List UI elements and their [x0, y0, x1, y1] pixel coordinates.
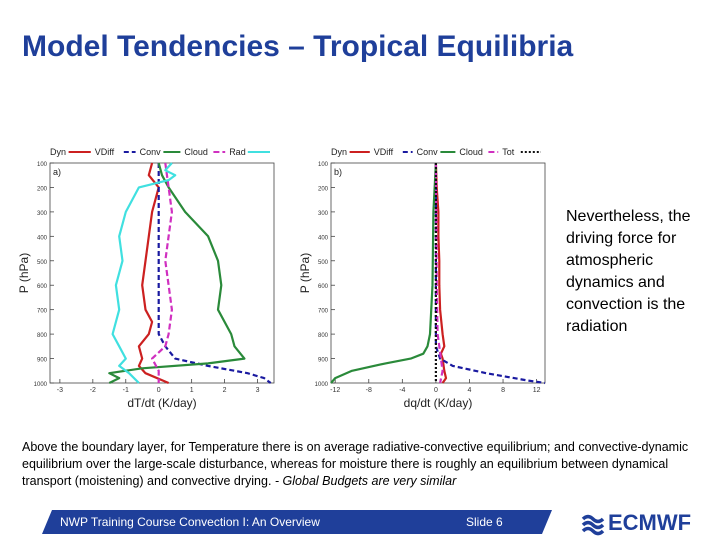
series-line-rad [111, 162, 177, 384]
x-tick-label: -2 [90, 387, 96, 394]
legend-label: VDiff [95, 147, 115, 157]
plot-frame [49, 162, 275, 384]
ecmwf-logo: ECMWF [580, 508, 710, 536]
footer-bar: NWP Training Course Convection I: An Ove… [42, 510, 552, 534]
y-tick-label: 100 [37, 162, 48, 168]
series-line-conv [330, 162, 437, 384]
legend-label: Conv [140, 147, 162, 157]
series-line-conv [108, 162, 246, 384]
series-line-cloud [151, 162, 173, 383]
legend-label: Dyn [50, 147, 66, 157]
footer-slide-number: Slide 6 [466, 515, 503, 529]
y-tick-label: 400 [37, 235, 48, 241]
legend-label: Conv [417, 147, 439, 157]
series-line-dyn [434, 162, 448, 384]
legend-label: Tot [502, 147, 515, 157]
series-line-dyn [137, 162, 170, 385]
y-tick-label: 500 [37, 260, 48, 266]
x-tick-label: 1 [190, 387, 194, 394]
x-tick-label: -8 [366, 387, 372, 394]
y-tick-label: 200 [318, 186, 329, 192]
series-line-vdiff [434, 163, 546, 385]
ecmwf-logo-icon [581, 514, 605, 536]
panel-label: b) [334, 167, 342, 177]
x-tick-label: -4 [399, 387, 405, 394]
footer-bar-shape [42, 510, 552, 534]
temperature-chart-svg: Dyn VDiff Conv Cloud Rad 100 200 300 400 500 600 70… [17, 147, 275, 410]
footer-course-title: NWP Training Course Convection I: An Ove… [60, 515, 320, 529]
y-tick-label: 700 [37, 309, 48, 315]
series-line-cloud [434, 162, 444, 384]
y-tick-label: 800 [37, 333, 48, 339]
series-line-vdiff [157, 163, 272, 384]
x-tick-label: 2 [223, 387, 227, 394]
legend-label: Rad [229, 147, 246, 157]
y-tick-label: 1000 [315, 382, 329, 388]
moisture-tendency-chart: Dyn VDiff Conv Cloud Tot 100 200 300 400 500 600 70… [295, 143, 557, 418]
x-tick-label: 8 [501, 387, 505, 394]
legend-label: VDiff [374, 147, 394, 157]
y-axis-label: P (hPa) [298, 253, 312, 293]
body-paragraph: Above the boundary layer, for Temperatur… [22, 439, 702, 490]
moisture-chart-svg: Dyn VDiff Conv Cloud Tot 100 200 300 400 500 600 70… [298, 147, 546, 410]
y-tick-label: 600 [37, 284, 48, 290]
y-axis-label: P (hPa) [17, 253, 31, 293]
legend-label: Cloud [184, 147, 208, 157]
x-tick-label: 0 [434, 387, 438, 394]
y-tick-label: 100 [318, 162, 329, 168]
x-tick-label: 12 [533, 387, 541, 394]
x-tick-label: -1 [123, 387, 129, 394]
y-tick-label: 900 [318, 358, 329, 364]
y-tick-label: 700 [318, 309, 329, 315]
panel-label: a) [53, 167, 61, 177]
legend-label: Dyn [331, 147, 347, 157]
x-tick-label: 0 [157, 387, 161, 394]
y-tick-label: 200 [37, 186, 48, 192]
body-text-tail: - Global Budgets are very similar [274, 474, 457, 488]
x-tick-label: -3 [57, 387, 63, 394]
body-text-main: Above the boundary layer, for Temperatur… [22, 440, 689, 488]
y-tick-label: 900 [37, 358, 48, 364]
plot-frame [330, 162, 546, 384]
x-tick-label: 3 [256, 387, 260, 394]
y-tick-label: 400 [318, 235, 329, 241]
page-title: Model Tendencies – Tropical Equilibria [22, 30, 574, 63]
legend-label: Cloud [459, 147, 483, 157]
y-tick-label: 1000 [34, 382, 48, 388]
x-tick-label: 4 [468, 387, 472, 394]
y-tick-label: 600 [318, 284, 329, 290]
x-tick-label: -12 [330, 387, 340, 394]
y-tick-label: 500 [318, 260, 329, 266]
y-tick-label: 800 [318, 333, 329, 339]
y-tick-label: 300 [37, 211, 48, 217]
ecmwf-logo-text: ECMWF [608, 510, 692, 535]
y-tick-label: 300 [318, 211, 329, 217]
side-note: Nevertheless, the driving force for atmo… [566, 208, 691, 335]
x-axis-label: dT/dt (K/day) [127, 396, 196, 410]
x-axis-label: dq/dt (K/day) [404, 396, 473, 410]
temperature-tendency-chart: Dyn VDiff Conv Cloud Rad 100 200 300 400 500 600 70… [14, 143, 286, 418]
